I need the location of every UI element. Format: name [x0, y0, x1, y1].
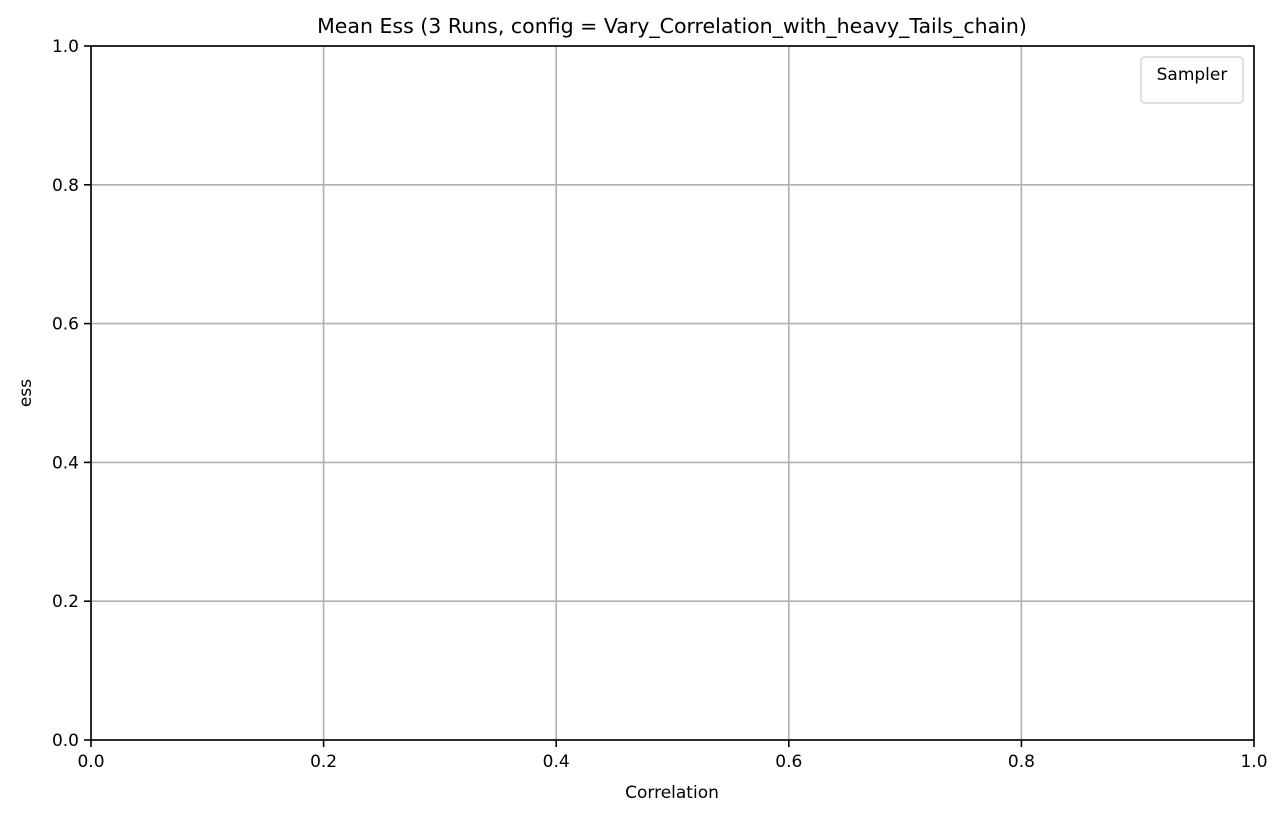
x-tick-label: 0.0: [77, 752, 104, 772]
x-tick-label: 0.2: [310, 752, 337, 772]
y-tick-label: 0.4: [52, 453, 79, 473]
x-tick-label: 0.6: [775, 752, 802, 772]
x-tick-label: 0.8: [1008, 752, 1035, 772]
y-tick-label: 1.0: [52, 37, 79, 57]
y-axis-ticks: 0.0 0.2 0.4 0.6 0.8 1.0: [52, 37, 91, 751]
y-tick-label: 0.8: [52, 176, 79, 196]
legend: Sampler: [1140, 56, 1244, 104]
y-axis-label: ess: [16, 379, 36, 407]
plot-frame: [90, 45, 1255, 741]
x-tick-label: 1.0: [1240, 752, 1267, 772]
legend-title: Sampler: [1157, 65, 1228, 85]
legend-box: [1140, 56, 1244, 104]
y-tick-label: 0.0: [52, 731, 79, 751]
chart-title: Mean Ess (3 Runs, config = Vary_Correlat…: [317, 14, 1027, 39]
y-tick-label: 0.6: [52, 315, 79, 335]
x-tick-label: 0.4: [543, 752, 570, 772]
y-tick-label: 0.2: [52, 592, 79, 612]
x-axis-ticks: 0.0 0.2 0.4 0.6 0.8 1.0: [77, 740, 1268, 772]
x-axis-label: Correlation: [625, 783, 719, 803]
